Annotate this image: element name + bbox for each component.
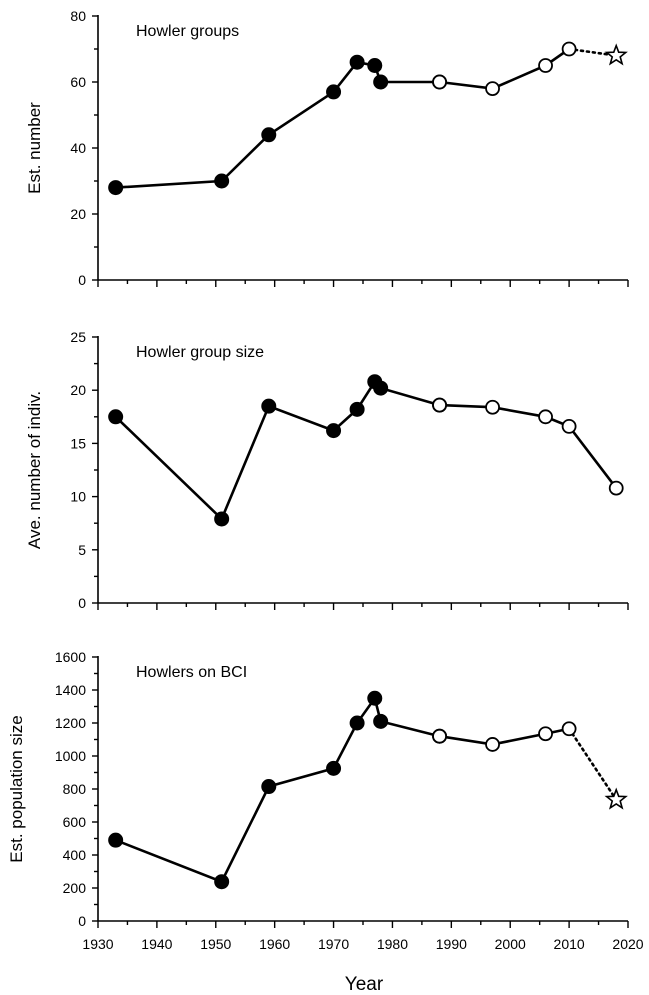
filled-point (214, 511, 230, 527)
series-line (439, 727, 570, 746)
series-dotted-line (567, 727, 618, 802)
x-tick-label: 1980 (377, 936, 408, 952)
y-axis-label: Est. number (25, 102, 44, 194)
filled-point (326, 760, 342, 776)
open-point (485, 81, 500, 96)
open-point (608, 480, 624, 496)
y-axis-label: Ave. number of indiv. (25, 391, 44, 549)
panel-howlers-on-bci: 0 200 400 600 800 1000 1200 1400 1600 1930 1940 195… (7, 649, 644, 995)
y-tick-label: 0 (78, 595, 86, 611)
y-tick-label: 60 (70, 74, 86, 90)
star-point (604, 787, 628, 810)
filled-point (261, 127, 277, 143)
filled-point (373, 380, 389, 396)
filled-point (367, 690, 383, 706)
y-tick-label: 800 (63, 781, 87, 797)
x-tick-label: 1990 (436, 936, 467, 952)
x-axis-label: Year (345, 974, 384, 995)
filled-point (373, 74, 389, 90)
panel-title: Howler groups (136, 23, 239, 40)
x-tick-label: 1970 (318, 936, 349, 952)
y-tick-label: 25 (70, 329, 86, 345)
x-tick-label: 1930 (82, 936, 113, 952)
panel-howler-groups: 0 20 40 60 80 Howler groups Est. number (25, 8, 629, 288)
x-tick-label: 2010 (554, 936, 585, 952)
series-line (115, 695, 440, 884)
open-point (432, 728, 447, 744)
filled-point (214, 173, 230, 189)
filled-point (261, 398, 277, 414)
series-line (439, 47, 570, 90)
filled-point (214, 874, 230, 890)
y-tick-label: 10 (70, 489, 86, 505)
y-tick-label: 5 (78, 542, 86, 558)
x-tick-label: 2020 (612, 936, 643, 952)
y-tick-label: 20 (70, 382, 86, 398)
y-tick-label: 1200 (55, 715, 86, 731)
star-point (604, 43, 628, 66)
filled-point (326, 84, 342, 100)
x-tick-label: 2000 (495, 936, 526, 952)
filled-point (349, 715, 365, 731)
panel-howler-group-size: 0 5 10 15 20 25 Howler group size Ave. number o… (25, 329, 629, 611)
y-tick-label: 40 (70, 140, 86, 156)
filled-point (349, 401, 365, 417)
filled-point (373, 713, 389, 729)
y-tick-label: 80 (70, 8, 86, 24)
y-tick-label: 20 (70, 206, 86, 222)
panel-title: Howlers on BCI (136, 664, 247, 681)
y-tick-label: 15 (70, 435, 86, 451)
filled-point (349, 54, 365, 70)
filled-point (108, 409, 124, 425)
series-line (115, 60, 440, 189)
open-point (538, 726, 553, 742)
filled-point (326, 423, 342, 439)
y-tick-label: 0 (78, 272, 86, 288)
series-line (439, 403, 618, 489)
y-tick-label: 0 (78, 913, 86, 929)
open-point (561, 41, 577, 57)
x-tick-label: 1950 (200, 936, 231, 952)
y-tick-label: 200 (63, 880, 87, 896)
y-tick-label: 1600 (55, 649, 86, 665)
open-point (538, 409, 553, 425)
y-tick-label: 600 (63, 814, 87, 830)
filled-point (367, 58, 383, 73)
filled-point (108, 180, 124, 196)
series-line (114, 379, 440, 522)
filled-point (108, 832, 124, 848)
open-point (538, 58, 553, 73)
open-point (432, 74, 447, 90)
open-point (485, 737, 500, 752)
open-point (561, 418, 577, 434)
open-point (485, 399, 500, 415)
series-dotted-line (567, 47, 618, 57)
y-tick-label: 400 (63, 847, 87, 863)
open-point (561, 721, 577, 737)
y-axis-label: Est. population size (7, 715, 26, 862)
panel-title: Howler group size (136, 344, 264, 361)
x-tick-label: 1960 (259, 936, 290, 952)
x-tick-label: 1940 (141, 936, 172, 952)
filled-point (261, 779, 277, 795)
y-tick-label: 1400 (55, 682, 86, 698)
open-point (432, 397, 447, 413)
y-tick-label: 1000 (55, 748, 86, 764)
